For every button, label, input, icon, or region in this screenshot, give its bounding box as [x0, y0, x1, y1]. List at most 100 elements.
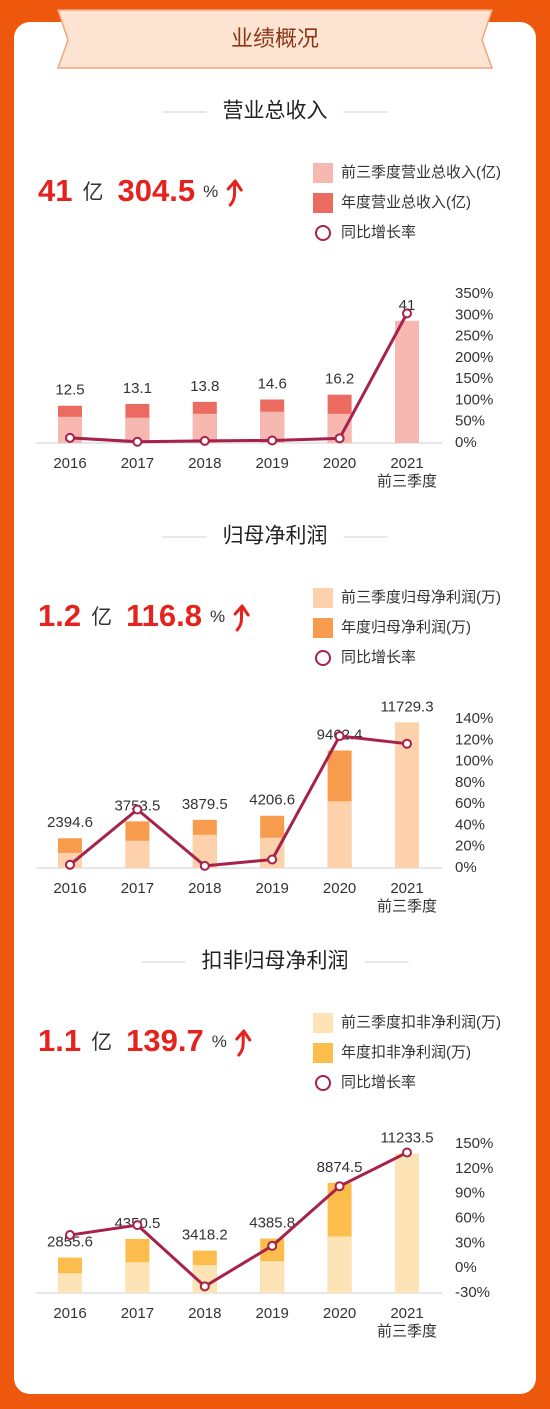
legend-label: 前三季度扣非净利润(万) — [341, 1014, 501, 1031]
x-tick-label: 2016 — [53, 455, 86, 472]
value-label: 14.6 — [258, 375, 287, 392]
section-title: 营业总收入 — [223, 100, 328, 123]
x-tick-label: 2016 — [53, 1305, 86, 1322]
up-arrow — [233, 604, 250, 632]
growth-point — [65, 1230, 75, 1241]
x-tick-label: 2018 — [188, 880, 221, 897]
legend-label: 年度归母净利润(万) — [341, 619, 471, 636]
y2-tick-label: 120% — [455, 731, 493, 748]
y2-tick-label: -30% — [455, 1284, 490, 1301]
x-tick-note: 前三季度 — [377, 898, 437, 915]
headline-growth: 139.7 — [126, 1023, 204, 1058]
legend-marker — [315, 650, 331, 666]
headline: 41 亿 304.5% — [38, 173, 218, 208]
value-label: 41 — [399, 297, 416, 314]
y2-tick-label: 20% — [455, 838, 485, 855]
value-label: 4206.6 — [249, 792, 295, 809]
legend-swatch — [313, 193, 333, 213]
up-arrow — [226, 179, 243, 207]
bar — [395, 1153, 419, 1293]
y2-tick-label: 150% — [455, 1135, 493, 1152]
y2-tick-label: 200% — [455, 349, 493, 366]
headline-growth: 304.5 — [117, 173, 195, 208]
legend-swatch — [313, 163, 333, 183]
headline-unit: 亿 — [91, 606, 112, 629]
y2-tick-label: 0% — [455, 1259, 477, 1276]
x-tick-label: 2020 — [323, 880, 356, 897]
growth-point — [199, 435, 210, 446]
legend-swatch — [313, 1043, 333, 1063]
y2-tick-label: 150% — [455, 370, 493, 387]
legend-swatch — [313, 1013, 333, 1033]
y2-tick-label: 100% — [455, 753, 493, 770]
bar — [260, 1261, 285, 1293]
x-tick-label: 2019 — [256, 455, 289, 472]
value-label: 2394.6 — [47, 814, 93, 831]
y2-tick-label: 140% — [455, 710, 493, 727]
headline-value: 1.2 — [38, 598, 81, 633]
x-tick-label: 2021 — [390, 880, 423, 897]
x-tick-label: 2020 — [323, 455, 356, 472]
legend-label: 前三季度归母净利润(万) — [341, 589, 501, 606]
headline-value: 41 — [38, 173, 72, 208]
y2-tick-label: 0% — [455, 859, 477, 876]
section-title: 扣非归母净利润 — [202, 950, 349, 973]
headline-unit: 亿 — [82, 181, 103, 204]
value-label: 13.1 — [123, 380, 152, 397]
growth-point — [65, 432, 75, 443]
x-tick-label: 2017 — [121, 455, 154, 472]
legend-label: 年度扣非净利润(万) — [341, 1044, 471, 1061]
legend-marker — [315, 1075, 331, 1091]
growth-point — [334, 731, 345, 742]
growth-point — [65, 859, 75, 870]
bar — [125, 417, 150, 443]
x-tick-label: 2016 — [53, 880, 86, 897]
growth-line — [69, 312, 409, 444]
growth-point — [132, 436, 143, 447]
growth-point — [132, 804, 143, 815]
headline-growth-unit: % — [203, 182, 218, 201]
x-tick-note: 前三季度 — [377, 473, 437, 490]
y2-tick-label: 250% — [455, 328, 493, 345]
y2-tick-label: 60% — [455, 1209, 485, 1226]
value-label: 3418.2 — [182, 1227, 228, 1244]
x-tick-label: 2021 — [390, 1305, 423, 1322]
growth-point — [402, 738, 412, 749]
x-tick-label: 2021 — [390, 455, 423, 472]
value-label: 16.2 — [325, 371, 354, 388]
header-tab — [56, 9, 494, 69]
value-label: 12.5 — [55, 382, 84, 399]
growth-point — [334, 433, 345, 444]
legend-swatch — [313, 588, 333, 608]
y2-tick-label: 80% — [455, 774, 485, 791]
bar — [125, 1262, 150, 1293]
y2-tick-label: 300% — [455, 306, 493, 323]
y2-tick-label: 100% — [455, 391, 493, 408]
x-tick-label: 2020 — [323, 1305, 356, 1322]
x-tick-label: 2017 — [121, 880, 154, 897]
growth-line — [69, 734, 408, 868]
growth-point — [199, 1281, 210, 1292]
value-label: 8874.5 — [317, 1159, 363, 1176]
growth-point — [267, 1240, 278, 1251]
x-tick-label: 2019 — [256, 880, 289, 897]
headline-growth: 116.8 — [126, 598, 202, 633]
y2-tick-label: 0% — [455, 434, 477, 451]
bar — [125, 840, 150, 868]
growth-point — [267, 435, 278, 446]
headline-value: 1.1 — [38, 1023, 81, 1058]
headline-growth-unit: % — [212, 1032, 227, 1051]
growth-point — [267, 854, 278, 865]
legend-label: 前三季度营业总收入(亿) — [341, 164, 501, 181]
headline: 1.1 亿 139.7% — [38, 1023, 227, 1058]
y2-tick-label: 40% — [455, 816, 485, 833]
value-label: 4385.8 — [249, 1215, 295, 1232]
x-tick-label: 2017 — [121, 1305, 154, 1322]
growth-point — [199, 860, 210, 871]
legend-swatch — [313, 618, 333, 638]
growth-point — [402, 1147, 412, 1158]
legend-label: 同比增长率 — [341, 649, 416, 666]
legend-label: 同比增长率 — [341, 1074, 416, 1091]
headline-unit: 亿 — [91, 1031, 112, 1054]
